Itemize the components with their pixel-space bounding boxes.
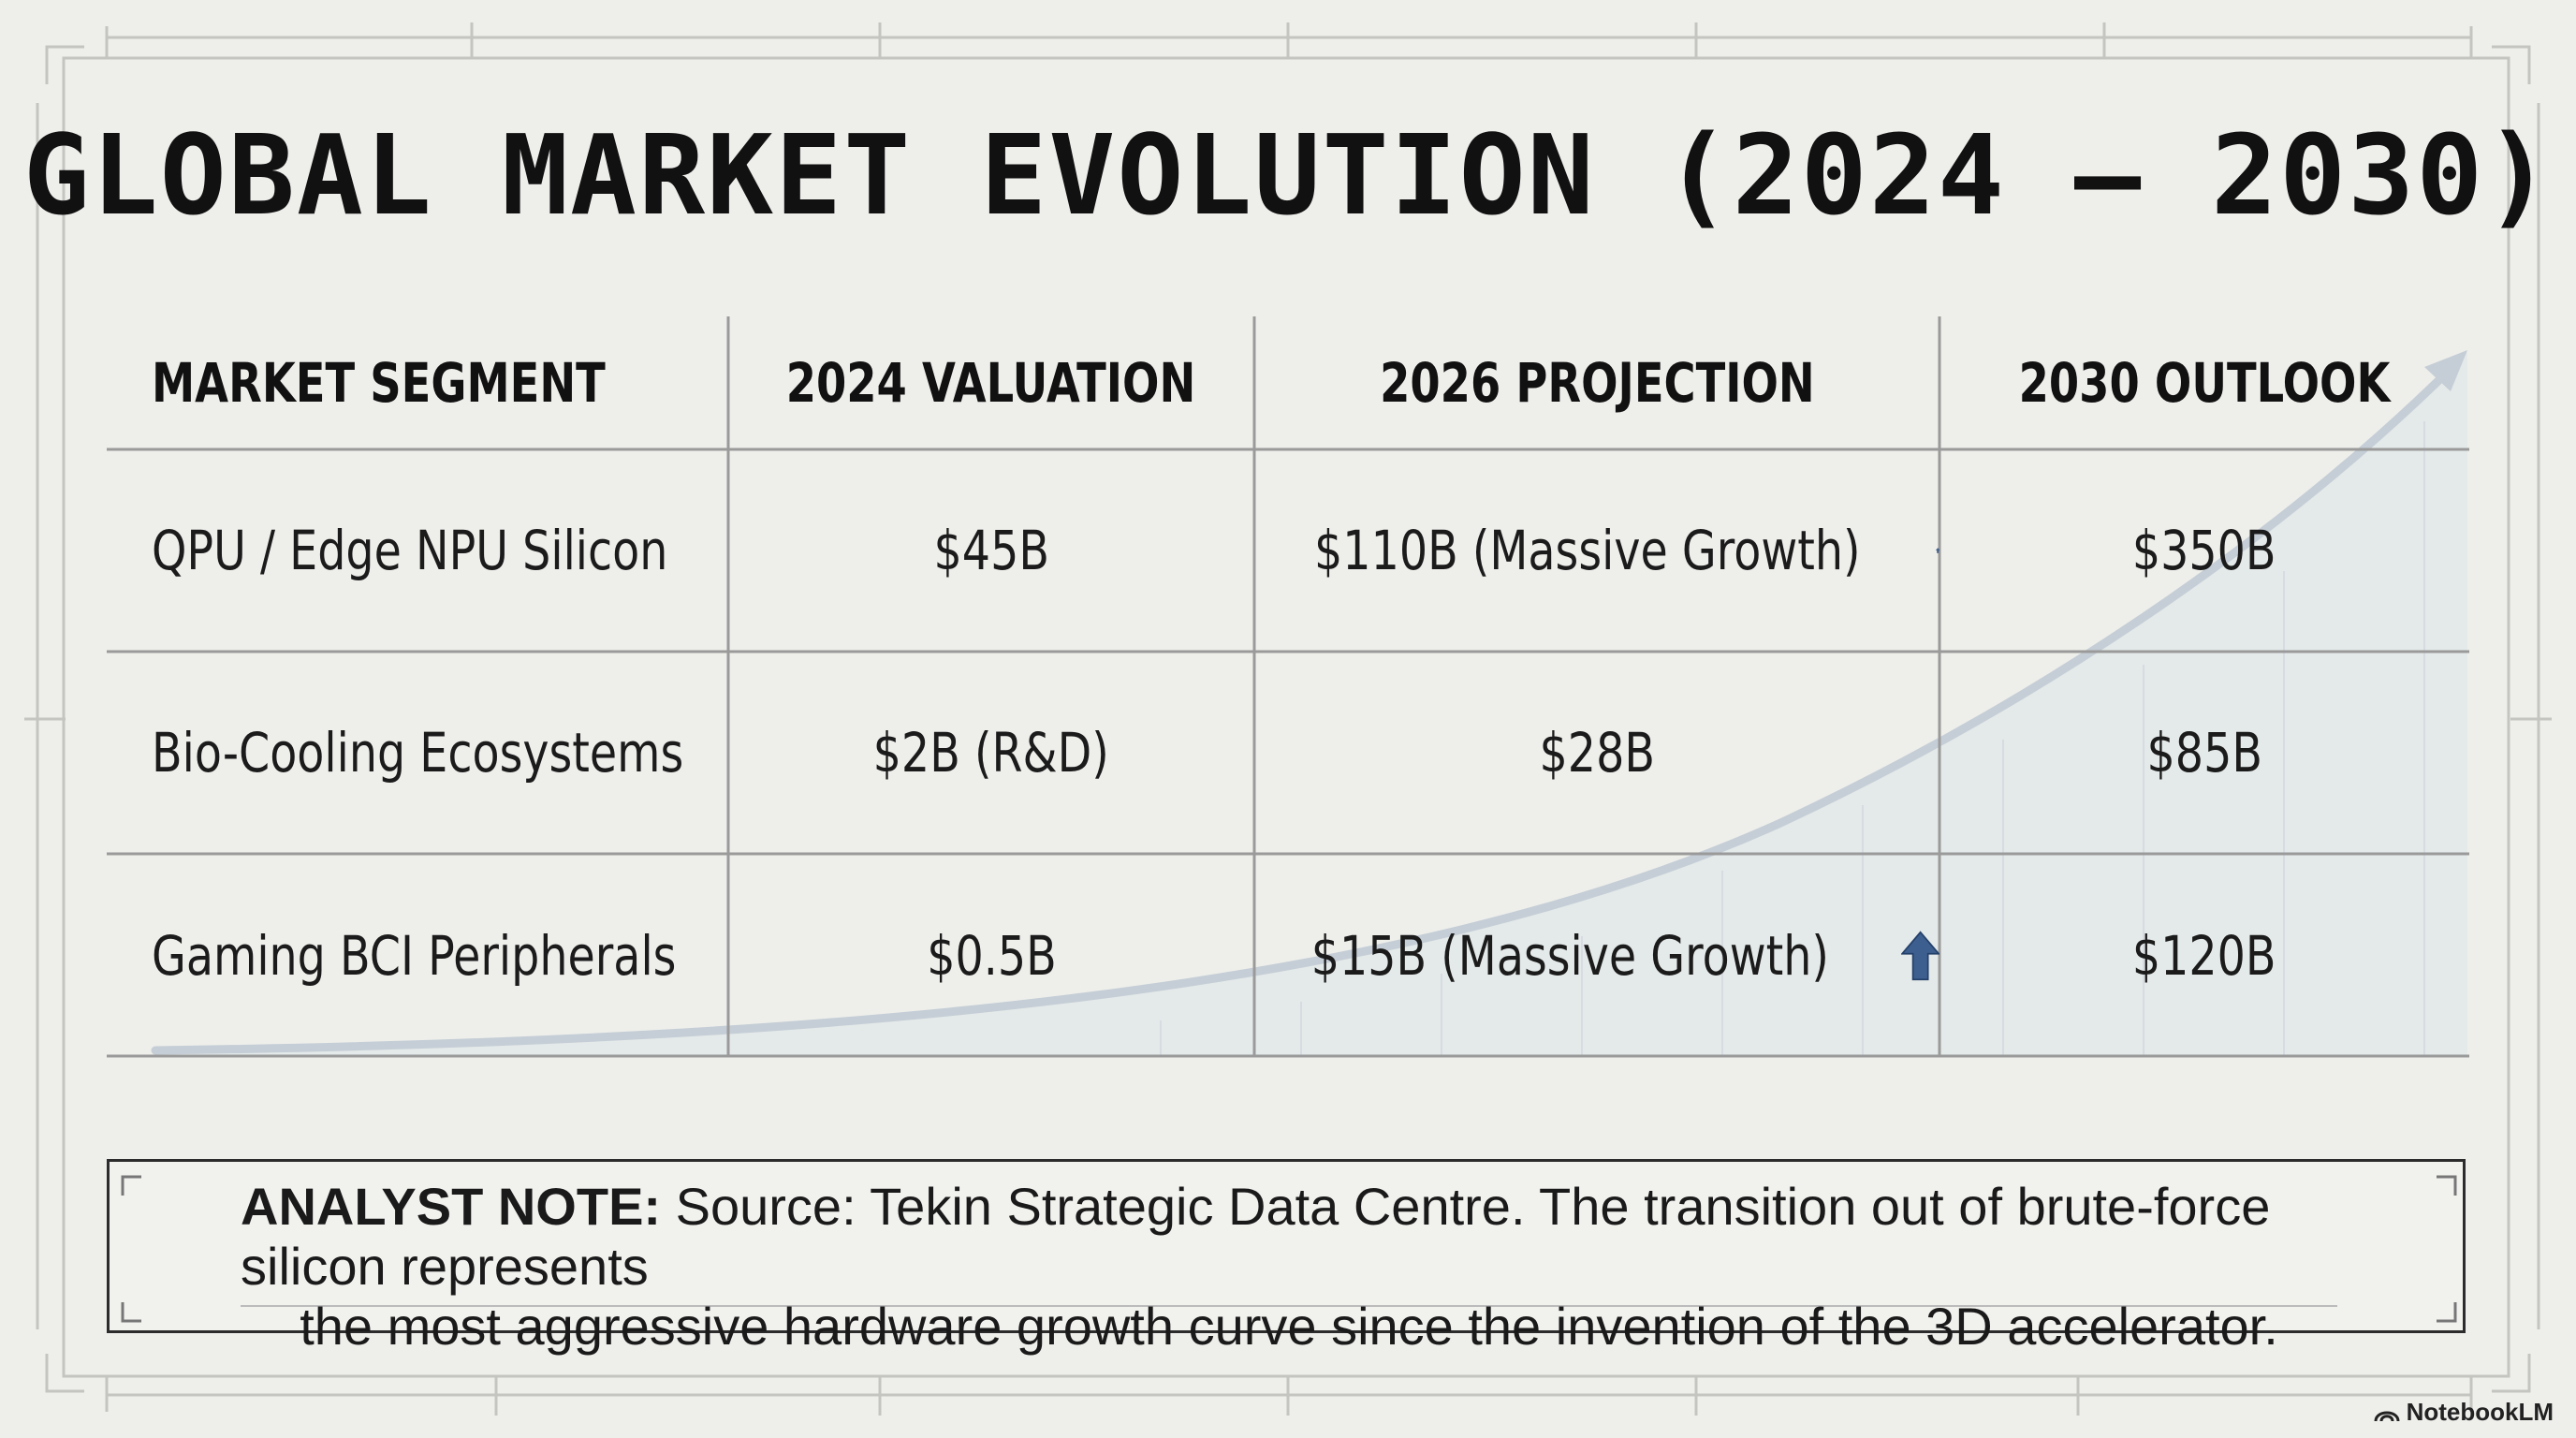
up-arrow-icon — [1935, 548, 1939, 553]
page-title: GLOBAL MARKET EVOLUTION (2024 – 2030) — [22, 110, 2554, 240]
value-2030-cell: $350B — [1939, 449, 2469, 652]
value-2024-cell: $0.5B — [728, 854, 1254, 1058]
value-2030-cell: $85B — [1939, 652, 2469, 854]
value-2026: $28B — [1539, 721, 1655, 785]
header-market-segment: MARKET SEGMENT — [152, 351, 606, 415]
segment-cell: Bio-Cooling Ecosystems — [107, 652, 728, 854]
value-2026: $15B (Massive Growth) — [1311, 924, 1829, 988]
value-2026-text: $110B (Massive Growth) — [1314, 519, 1861, 582]
value-2024-cell: $45B — [728, 449, 1254, 652]
value-2024-cell: $2B (R&D) — [728, 652, 1254, 854]
value-2030: $120B — [2132, 924, 2276, 988]
segment-cell: Gaming BCI Peripherals — [107, 854, 728, 1058]
segment-name: Bio-Cooling Ecosystems — [152, 721, 684, 785]
notebooklm-icon — [2374, 1411, 2400, 1421]
note-corner-marks — [121, 1175, 2457, 1323]
header-cell: MARKET SEGMENT — [107, 316, 728, 449]
note-line-1: ANALYST NOTE: Source: Tekin Strategic Da… — [241, 1177, 2337, 1297]
value-2026-cell: $15B (Massive Growth) — [1254, 854, 1939, 1058]
header-cell: 2024 VALUATION — [728, 316, 1254, 449]
table-row: QPU / Edge NPU Silicon $45B $110B (Massi… — [107, 449, 2469, 652]
header-cell: 2030 OUTLOOK — [1939, 316, 2469, 449]
note-label: ANALYST NOTE: — [241, 1177, 662, 1236]
value-2030-cell: $120B — [1939, 854, 2469, 1058]
value-2024: $0.5B — [926, 924, 1057, 988]
header-cell: 2026 PROJECTION — [1254, 316, 1939, 449]
value-2026: $110B (Massive Growth) — [1314, 519, 1861, 582]
value-2024: $2B (R&D) — [872, 721, 1110, 785]
table-row: Gaming BCI Peripherals $0.5B $15B (Massi… — [107, 854, 2469, 1058]
branding: NotebookLM — [2373, 1398, 2554, 1427]
value-2026-cell: $28B — [1254, 652, 1939, 854]
value-2026-text: $15B (Massive Growth) — [1310, 924, 1829, 988]
table-row: Bio-Cooling Ecosystems $2B (R&D) $28B $8… — [107, 652, 2469, 854]
analyst-note-box: ANALYST NOTE: Source: Tekin Strategic Da… — [107, 1159, 2466, 1356]
note-line-1-text: Source: Tekin Strategic Data Centre. The… — [241, 1177, 2271, 1296]
header-2026-projection: 2026 PROJECTION — [1379, 351, 1815, 415]
value-2030: $85B — [2146, 721, 2262, 785]
value-2030: $350B — [2132, 519, 2276, 582]
header-2030-outlook: 2030 OUTLOOK — [2018, 351, 2391, 415]
up-arrow-icon — [1900, 931, 1939, 981]
market-table: MARKET SEGMENT 2024 VALUATION 2026 PROJE… — [107, 316, 2469, 1058]
analyst-note-text: ANALYST NOTE: Source: Tekin Strategic Da… — [241, 1177, 2337, 1357]
segment-name: Gaming BCI Peripherals — [152, 924, 677, 988]
segment-cell: QPU / Edge NPU Silicon — [107, 449, 728, 652]
value-2026-cell: $110B (Massive Growth) — [1254, 449, 1939, 652]
segment-name: QPU / Edge NPU Silicon — [152, 519, 668, 582]
brand-label: NotebookLM — [2406, 1398, 2554, 1426]
value-2024: $45B — [933, 519, 1049, 582]
header-2024-valuation: 2024 VALUATION — [786, 351, 1196, 415]
note-line-2: the most aggressive hardware growth curv… — [300, 1297, 2278, 1356]
table-header-row: MARKET SEGMENT 2024 VALUATION 2026 PROJE… — [107, 316, 2469, 449]
